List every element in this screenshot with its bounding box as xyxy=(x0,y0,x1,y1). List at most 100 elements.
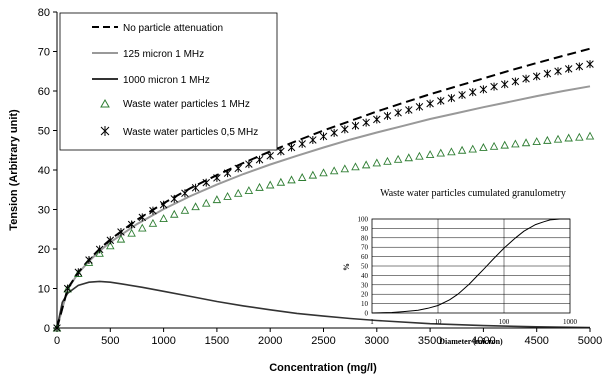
triangle-marker xyxy=(265,180,275,189)
x-tick-label: 500 xyxy=(101,335,119,347)
legend-label: No particle attenuation xyxy=(123,23,223,34)
star-marker xyxy=(266,151,274,160)
triangle-marker xyxy=(180,205,190,214)
inset-y-tick-label: 40 xyxy=(361,272,369,280)
triangle-marker xyxy=(127,228,136,237)
star-marker xyxy=(458,90,466,99)
star-marker xyxy=(383,111,392,120)
star-marker xyxy=(394,108,402,117)
x-tick-label: 4500 xyxy=(524,335,548,347)
inset-x-tick-label: 10 xyxy=(435,318,443,326)
triangle-marker xyxy=(543,135,552,144)
legend-entry-125-micron: 125 micron 1 MHz xyxy=(92,49,204,60)
triangle-marker xyxy=(511,139,520,148)
star-marker xyxy=(405,105,413,114)
triangle-marker xyxy=(308,170,318,179)
triangle-marker xyxy=(233,188,243,197)
inset-y-tick-label: 0 xyxy=(365,310,369,318)
triangle-marker xyxy=(106,241,115,250)
triangle-marker xyxy=(297,173,307,181)
y-tick-label: 50 xyxy=(38,126,50,138)
inset-x-axis-title: Diameter (micron) xyxy=(439,337,503,346)
y-tick-label: 60 xyxy=(38,86,50,98)
triangle-marker xyxy=(95,248,104,257)
star-marker xyxy=(532,72,541,81)
star-marker xyxy=(255,155,264,164)
star-marker xyxy=(309,135,317,144)
star-marker xyxy=(490,82,498,91)
inset-grid xyxy=(372,219,570,313)
triangle-marker xyxy=(585,131,595,140)
star-marker xyxy=(511,77,520,86)
star-marker xyxy=(74,268,83,277)
triangle-marker xyxy=(479,143,488,151)
x-tick-label: 3000 xyxy=(365,335,389,347)
star-marker xyxy=(479,85,488,94)
triangle-marker xyxy=(393,154,403,163)
triangle-marker xyxy=(159,214,168,223)
legend-box xyxy=(59,12,278,151)
triangle-marker xyxy=(276,177,286,186)
series-1000-micron-line xyxy=(56,280,591,329)
triangle-marker xyxy=(447,147,456,156)
star-marker xyxy=(447,94,456,103)
star-marker xyxy=(564,64,573,73)
triangle-marker xyxy=(244,186,254,194)
x-tick-label: 1500 xyxy=(205,335,229,347)
star-marker xyxy=(500,80,509,89)
inset-chart: Waste water particles cumulated granulom… xyxy=(342,188,578,346)
star-marker xyxy=(373,115,381,124)
triangle-marker xyxy=(532,137,541,146)
triangle-marker xyxy=(564,133,573,142)
triangle-marker xyxy=(500,140,509,149)
triangle-marker xyxy=(287,175,296,184)
triangle-marker xyxy=(372,158,382,167)
star-marker xyxy=(95,245,104,254)
triangle-marker xyxy=(361,160,371,169)
inset-x-tick-label: 100 xyxy=(499,318,510,326)
legend-entry-waste-water-05mhz: Waste water particles 0,5 MHz xyxy=(100,126,258,138)
inset-granulometry-curve xyxy=(371,218,570,314)
star-marker xyxy=(106,236,115,245)
triangle-marker xyxy=(351,162,360,171)
star-marker xyxy=(468,88,477,97)
x-tick-label: 2500 xyxy=(311,335,335,347)
triangle-marker xyxy=(191,202,200,211)
star-marker xyxy=(127,220,136,229)
inset-y-tick-label: 90 xyxy=(361,225,369,233)
star-marker xyxy=(149,206,157,215)
triangle-marker xyxy=(138,223,147,232)
inset-y-tick-label: 100 xyxy=(358,216,369,224)
triangle-marker xyxy=(436,148,446,157)
y-tick-label: 30 xyxy=(38,205,50,217)
inset-series-layer xyxy=(371,218,570,314)
star-marker xyxy=(138,213,147,222)
inset-title: Waste water particles cumulated granulom… xyxy=(380,188,566,199)
star-marker xyxy=(245,160,253,169)
triangle-marker xyxy=(404,153,414,162)
x-tick-label: 0 xyxy=(54,335,60,347)
star-marker xyxy=(223,169,232,178)
triangle-marker xyxy=(425,150,435,159)
triangle-marker xyxy=(521,138,531,147)
main-x-axis-title: Concentration (mg/l) xyxy=(269,362,377,374)
inset-y-tick-label: 60 xyxy=(361,253,369,261)
star-marker xyxy=(63,284,72,293)
star-marker xyxy=(426,99,434,108)
inset-x-tick-label: 1 xyxy=(370,318,374,326)
star-marker xyxy=(522,74,530,83)
star-marker xyxy=(319,132,328,141)
legend-entry-waste-water-1mhz: Waste water particles 1 MHz xyxy=(100,98,250,110)
triangle-marker xyxy=(383,156,392,165)
triangle-marker xyxy=(468,144,477,153)
legend-triangle-marker-icon xyxy=(100,98,110,108)
star-marker xyxy=(575,62,584,71)
y-tick-label: 20 xyxy=(38,244,50,256)
star-marker xyxy=(362,118,370,127)
x-tick-label: 3500 xyxy=(418,335,442,347)
triangle-marker xyxy=(255,182,264,191)
triangle-marker xyxy=(340,164,350,173)
star-marker xyxy=(202,178,210,187)
legend-entry-no-attenuation: No particle attenuation xyxy=(92,23,223,34)
